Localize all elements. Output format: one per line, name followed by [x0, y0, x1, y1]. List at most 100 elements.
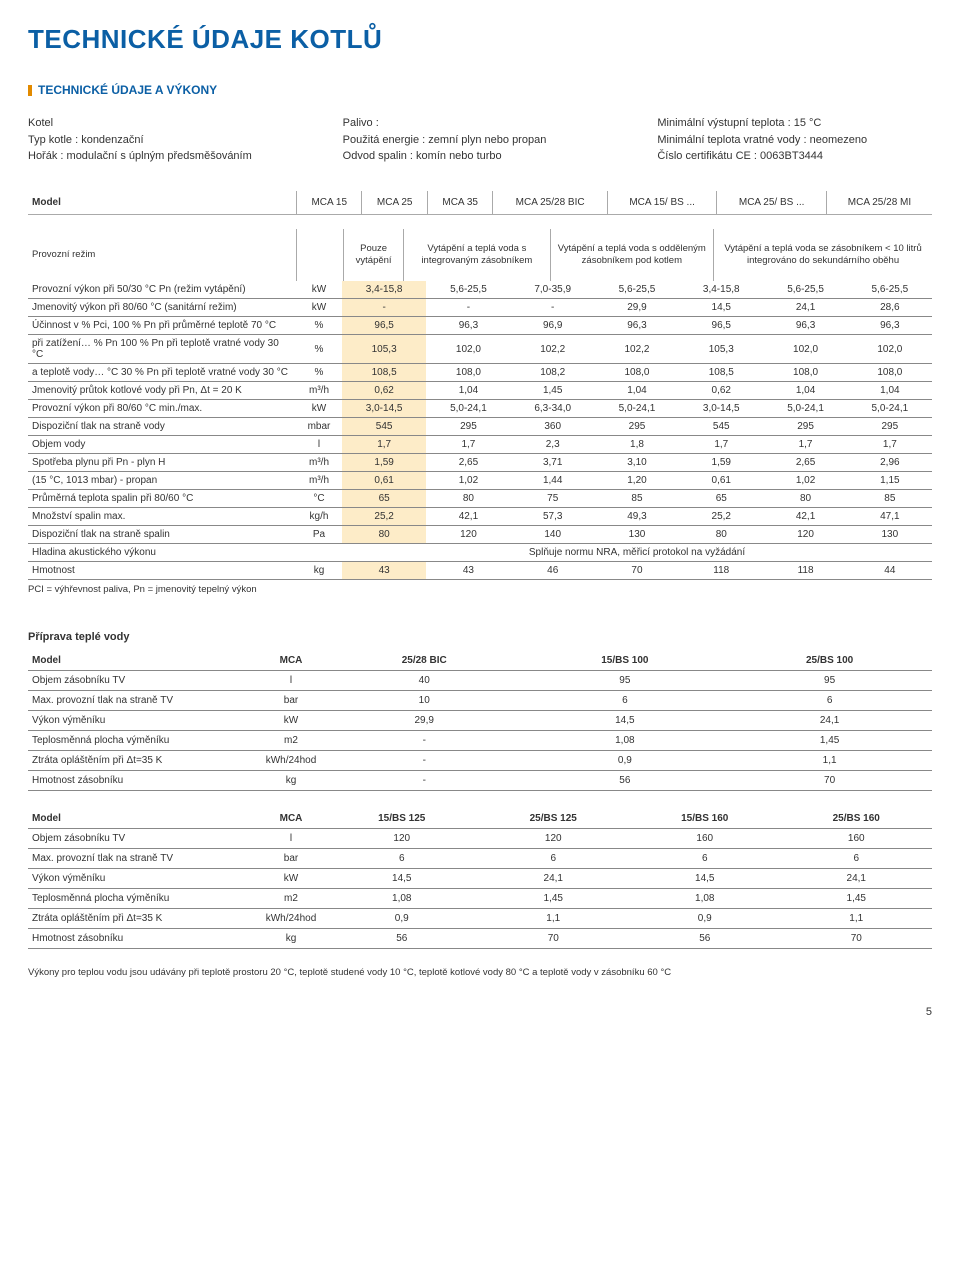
data-cell: 49,3 [595, 508, 679, 526]
tv-col: MCA [256, 809, 326, 829]
intro-value: kondenzační [78, 134, 143, 146]
data-row-label: Spotřeba plynu při Pn - plyn H [28, 454, 296, 472]
data-cell: 0,62 [342, 382, 426, 400]
data-row-label: Dispoziční tlak na straně vody [28, 418, 296, 436]
unit: m³/h [296, 382, 342, 400]
tv-footnote: Výkony pro teplou vodu jsou udávány při … [28, 967, 932, 978]
tv-cell: 6 [326, 849, 478, 869]
tv-col: 25/BS 160 [781, 809, 933, 829]
data-cell: 5,6-25,5 [595, 281, 679, 299]
data-cell: 1,59 [342, 454, 426, 472]
unit: l [296, 436, 342, 454]
data-cell: 105,3 [342, 335, 426, 364]
data-cell: 5,0-24,1 [595, 400, 679, 418]
tv-row-label: Max. provozní tlak na straně TV [28, 849, 256, 869]
tv-cell: 24,1 [478, 869, 630, 889]
tv-cell: 120 [326, 829, 478, 849]
data-row-label: Jmenovitý průtok kotlové vody při Pn, Δt… [28, 382, 296, 400]
unit: m³/h [296, 454, 342, 472]
data-cell: 1,45 [511, 382, 595, 400]
tv-cell: 70 [727, 771, 932, 791]
intro-label: Odvod spalin : [343, 150, 413, 162]
data-cell: 57,3 [511, 508, 595, 526]
data-cell: 3,10 [595, 454, 679, 472]
unit: m2 [256, 889, 326, 909]
data-cell: 28,6 [848, 299, 932, 317]
data-row-label: Průměrná teplota spalin při 80/60 °C [28, 490, 296, 508]
data-cell: 65 [342, 490, 426, 508]
data-cell: 102,0 [763, 335, 847, 364]
tv-cell: 1,08 [326, 889, 478, 909]
data-cell: 545 [679, 418, 763, 436]
data-cell: 7,0-35,9 [511, 281, 595, 299]
page-title: TECHNICKÉ ÚDAJE KOTLŮ [28, 24, 932, 55]
tv-cell: 56 [629, 929, 781, 949]
data-cell: 29,9 [595, 299, 679, 317]
data-cell: 42,1 [763, 508, 847, 526]
tv-cell: 70 [478, 929, 630, 949]
data-cell: 42,1 [426, 508, 510, 526]
data-cell: 43 [426, 562, 510, 580]
data-cell: 96,5 [679, 317, 763, 335]
tv-cell: 56 [522, 771, 727, 791]
intro-value: neomezeno [807, 134, 868, 146]
data-cell: 96,5 [342, 317, 426, 335]
unit: kW [296, 299, 342, 317]
data-row-label: (15 °C, 1013 mbar) - propan [28, 472, 296, 490]
tv-cell: 14,5 [326, 869, 478, 889]
intro-label: Kotel [28, 117, 53, 129]
data-cell: 47,1 [848, 508, 932, 526]
data-cell: 3,0-14,5 [679, 400, 763, 418]
data-cell: 545 [342, 418, 426, 436]
data-row-label: Množství spalin max. [28, 508, 296, 526]
tv-cell: 6 [727, 691, 932, 711]
regime-col: Pouze vytápění [344, 229, 404, 282]
tv-row-label: Objem zásobníku TV [28, 671, 256, 691]
unit: kg [256, 929, 326, 949]
intro-label: Minimální teplota vratné vody : [657, 134, 806, 146]
unit: % [296, 317, 342, 335]
tv-cell: 1,08 [629, 889, 781, 909]
tv-col: 15/BS 125 [326, 809, 478, 829]
tv-col: Model [28, 651, 256, 671]
tv-col: Model [28, 809, 256, 829]
unit: kW [256, 711, 326, 731]
data-cell: 24,1 [763, 299, 847, 317]
data-cell: 96,3 [848, 317, 932, 335]
data-cell: 130 [848, 526, 932, 544]
tv-row-label: Max. provozní tlak na straně TV [28, 691, 256, 711]
tv-cell: 24,1 [781, 869, 933, 889]
intro-value: 0063BT3444 [757, 150, 823, 162]
intro-label: Minimální výstupní teplota : [657, 117, 790, 129]
intro-label: Hořák : [28, 150, 63, 162]
unit [296, 544, 342, 562]
tv-cell: 6 [522, 691, 727, 711]
data-cell: 25,2 [342, 508, 426, 526]
data-row-label: Provozní výkon při 80/60 °C min./max. [28, 400, 296, 418]
tv-cell: - [326, 731, 522, 751]
tv-cell: 0,9 [522, 751, 727, 771]
tv-cell: - [326, 751, 522, 771]
data-cell: 1,7 [848, 436, 932, 454]
main-data-table: Provozní výkon při 50/30 °C Pn (režim vy… [28, 281, 932, 580]
tv-col: 25/28 BIC [326, 651, 522, 671]
tv-row-label: Výkon výměníku [28, 711, 256, 731]
unit: bar [256, 849, 326, 869]
regime-col: Vytápění a teplá voda s odděleným zásobn… [550, 229, 714, 282]
tv-col: MCA [256, 651, 326, 671]
data-cell: 295 [763, 418, 847, 436]
tv-cell: 1,1 [727, 751, 932, 771]
unit: % [296, 364, 342, 382]
intro-label: Palivo : [343, 117, 379, 129]
model-col: MCA 25/28 BIC [493, 191, 607, 215]
unit: kg [256, 771, 326, 791]
data-cell: 1,44 [511, 472, 595, 490]
data-cell: 14,5 [679, 299, 763, 317]
tv-row-label: Výkon výměníku [28, 869, 256, 889]
tv-cell: 0,9 [629, 909, 781, 929]
tv-cell: 56 [326, 929, 478, 949]
tv-cell: 24,1 [727, 711, 932, 731]
data-cell: 1,04 [763, 382, 847, 400]
data-cell: 295 [848, 418, 932, 436]
model-col: MCA 25 [362, 191, 427, 215]
